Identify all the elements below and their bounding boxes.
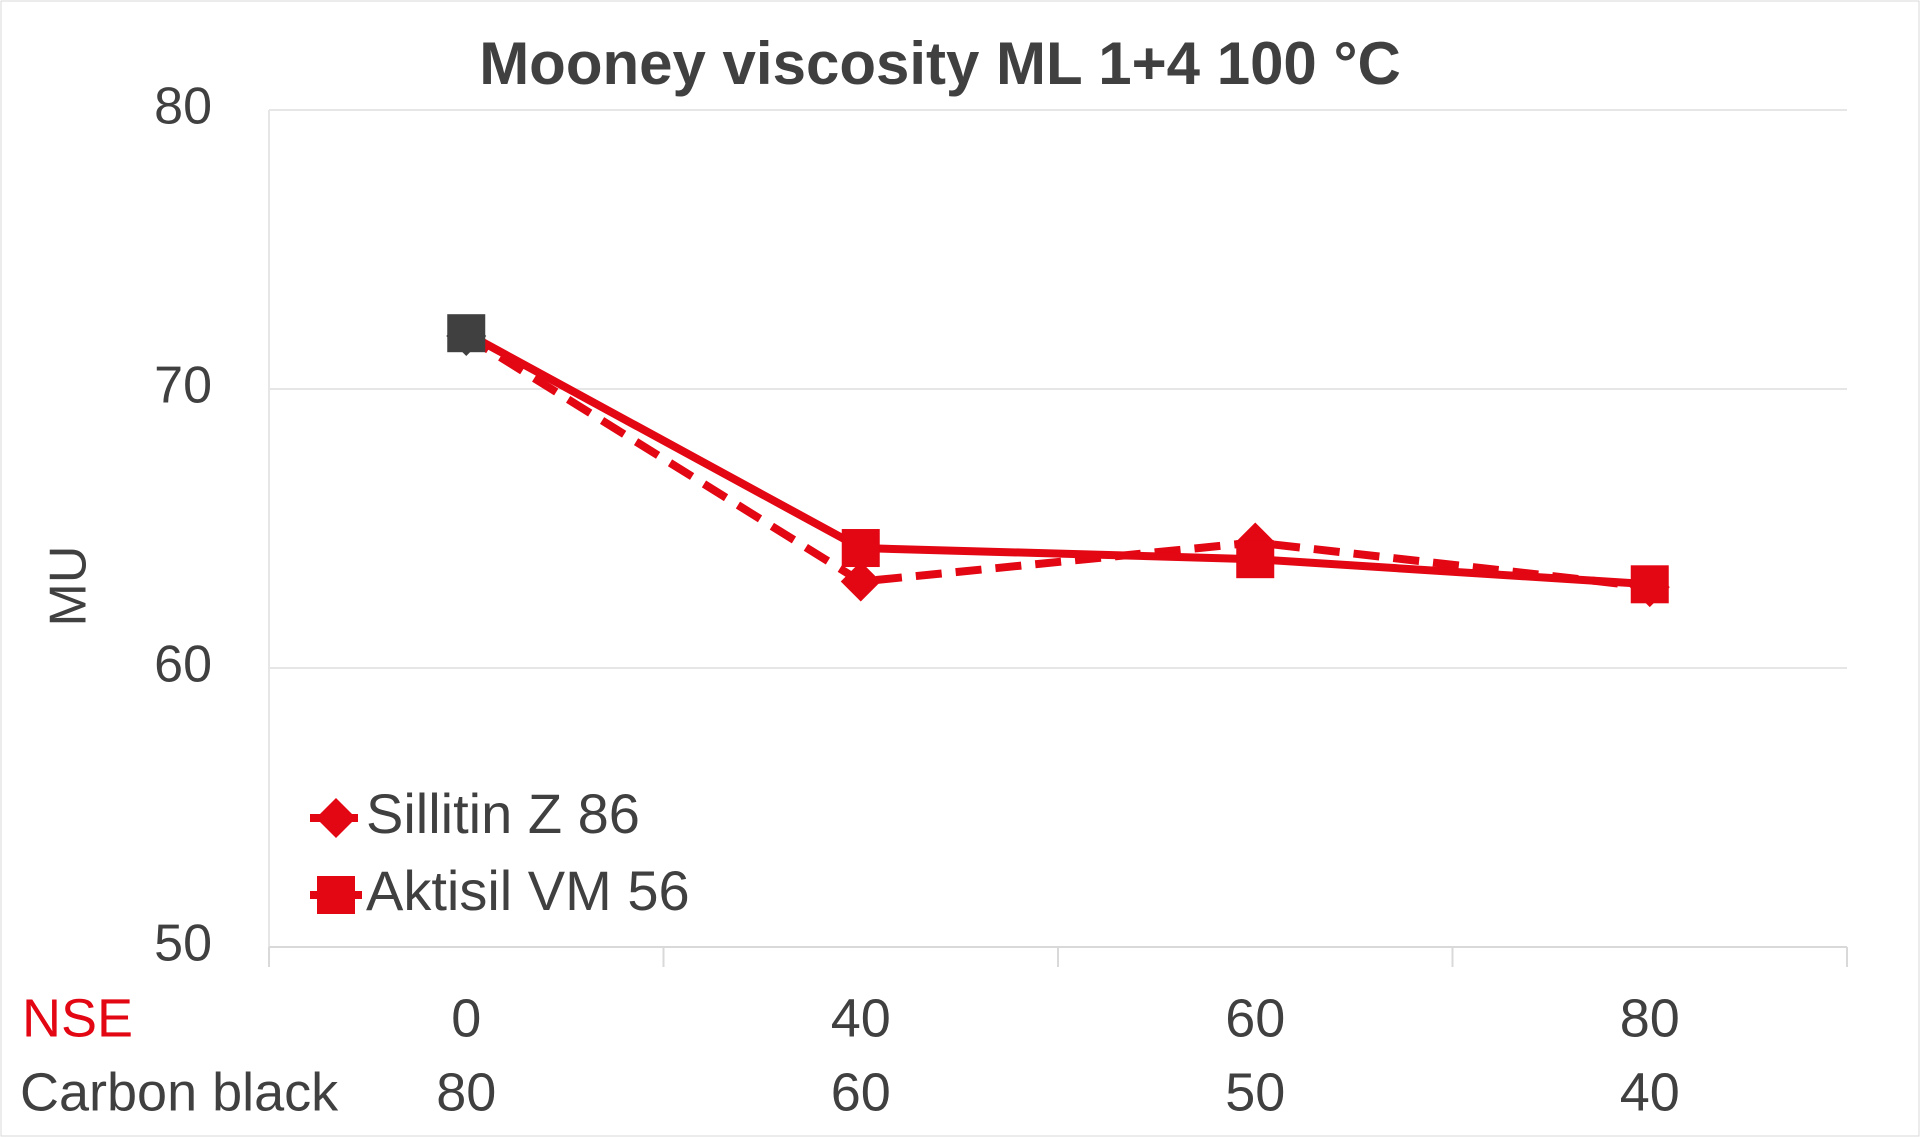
marker [841, 529, 880, 568]
series-line [464, 329, 1651, 589]
y-tick-label: 70 [154, 357, 212, 415]
x-tick-label: 40 [831, 988, 891, 1048]
row-label: Carbon black [20, 1062, 339, 1122]
y-tick-label: 60 [154, 636, 212, 694]
marker [1236, 540, 1275, 579]
x-tick-label: 80 [1620, 988, 1680, 1048]
legend-marker [316, 798, 356, 838]
y-tick-label: 80 [154, 78, 212, 136]
series-line [464, 332, 1651, 592]
marker [1630, 565, 1669, 604]
x-tick-label: 80 [436, 1062, 496, 1122]
legend-marker [317, 876, 355, 914]
legend-label: Aktisil VM 56 [366, 859, 690, 922]
y-axis-label: MU [40, 546, 98, 627]
x-tick-label: 0 [451, 988, 481, 1048]
marker [447, 314, 486, 353]
row-label: NSE [22, 988, 133, 1048]
x-tick-label: 50 [1225, 1062, 1285, 1122]
x-tick-label: 60 [1225, 988, 1285, 1048]
chart-title: Mooney viscosity ML 1+4 100 °C [479, 30, 1401, 97]
x-tick-label: 40 [1620, 1062, 1680, 1122]
x-tick-label: 60 [831, 1062, 891, 1122]
y-tick-label: 50 [154, 915, 212, 973]
marker [840, 561, 881, 602]
legend-label: Sillitin Z 86 [366, 782, 640, 845]
